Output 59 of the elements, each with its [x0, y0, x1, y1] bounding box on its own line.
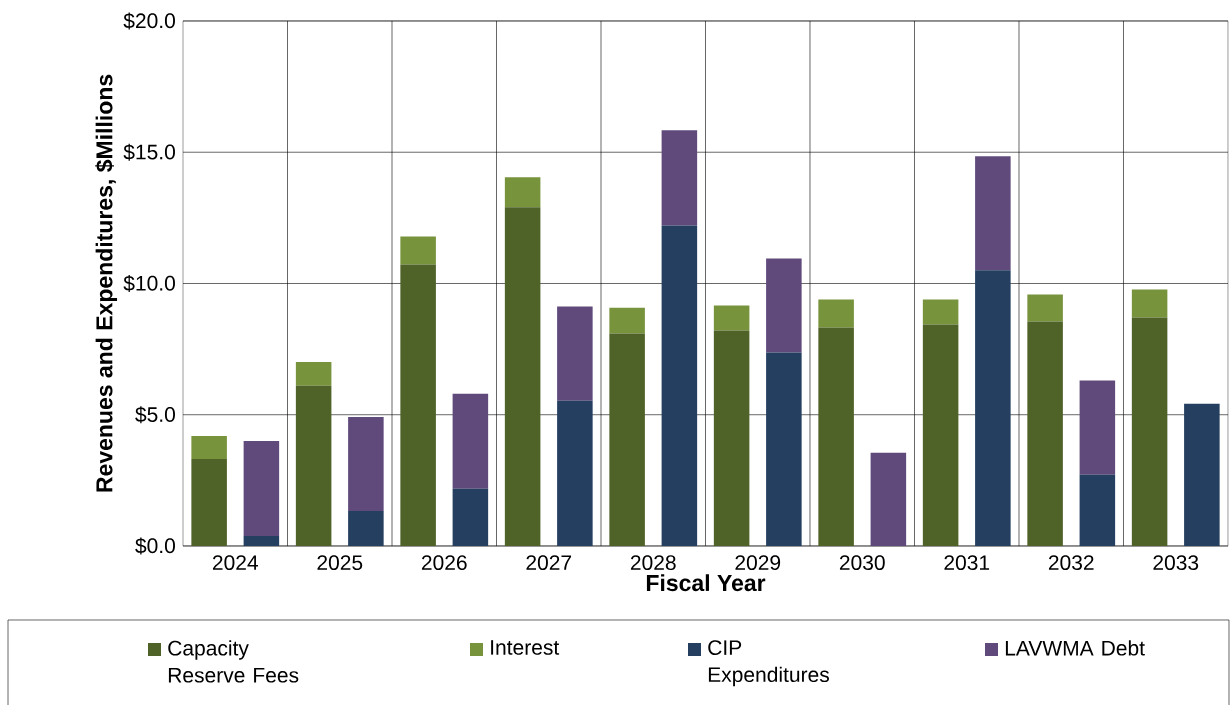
bar: [609, 307, 645, 334]
y-tick-label: $5.0: [135, 406, 175, 424]
bar: [191, 435, 227, 459]
y-tick-label: $20.0: [123, 12, 175, 30]
bar: [1027, 294, 1063, 322]
bar: [504, 177, 541, 208]
bar: [1184, 403, 1220, 546]
bar: [400, 264, 436, 546]
bar: [1079, 474, 1116, 546]
bar: [922, 299, 959, 325]
y-tick-label: $10.0: [123, 274, 175, 292]
x-tick-label: 2026: [421, 555, 467, 570]
bar: [609, 333, 645, 546]
bar: [1131, 317, 1168, 546]
bar: [713, 305, 750, 331]
x-tick-label: 2029: [735, 555, 781, 570]
x-tick-label: 2028: [630, 555, 676, 570]
bar: [766, 352, 802, 546]
x-tick-label: 2030: [839, 555, 885, 570]
bar: [557, 400, 593, 546]
legend-label: Capacity Reserve Fees: [168, 640, 299, 683]
bar: [295, 361, 332, 386]
bar: [870, 452, 907, 546]
x-tick-label: 2032: [1048, 555, 1094, 570]
bar: [1131, 289, 1168, 318]
x-axis-title: Fiscal Year: [646, 574, 766, 591]
y-tick-label: $0.0: [135, 537, 175, 555]
bar: [348, 416, 384, 511]
bar: [922, 324, 959, 546]
x-tick-label: 2027: [526, 555, 572, 570]
bar: [713, 330, 750, 546]
bar: [661, 225, 698, 546]
bar: [400, 236, 436, 265]
x-tick-label: 2025: [317, 555, 363, 570]
legend-label: CIP Expenditures: [708, 640, 829, 687]
bar: [975, 156, 1011, 271]
y-tick-label: $15.0: [123, 143, 175, 161]
bar: [766, 258, 802, 353]
bar: [975, 270, 1011, 546]
legend-label: LAVWMA Debt: [1005, 640, 1145, 656]
bar: [818, 327, 854, 546]
bar: [243, 535, 280, 546]
bar: [661, 130, 698, 226]
y-axis-title: Revenues and Expenditures, $Millions: [95, 74, 118, 492]
bar: [243, 440, 280, 536]
bar: [1079, 380, 1116, 475]
x-tick-label: 2031: [944, 555, 990, 570]
bar: [504, 207, 541, 546]
x-tick-label: 2024: [212, 555, 258, 570]
x-tick-label: 2033: [1153, 555, 1199, 570]
bar: [295, 385, 332, 546]
bar: [818, 299, 854, 328]
legend-label: Interest: [491, 640, 560, 655]
bar: [452, 488, 489, 546]
bar: [191, 458, 227, 546]
bar: [1027, 321, 1063, 546]
bar: [452, 393, 489, 489]
bar: [348, 510, 384, 546]
bar: [557, 306, 593, 401]
